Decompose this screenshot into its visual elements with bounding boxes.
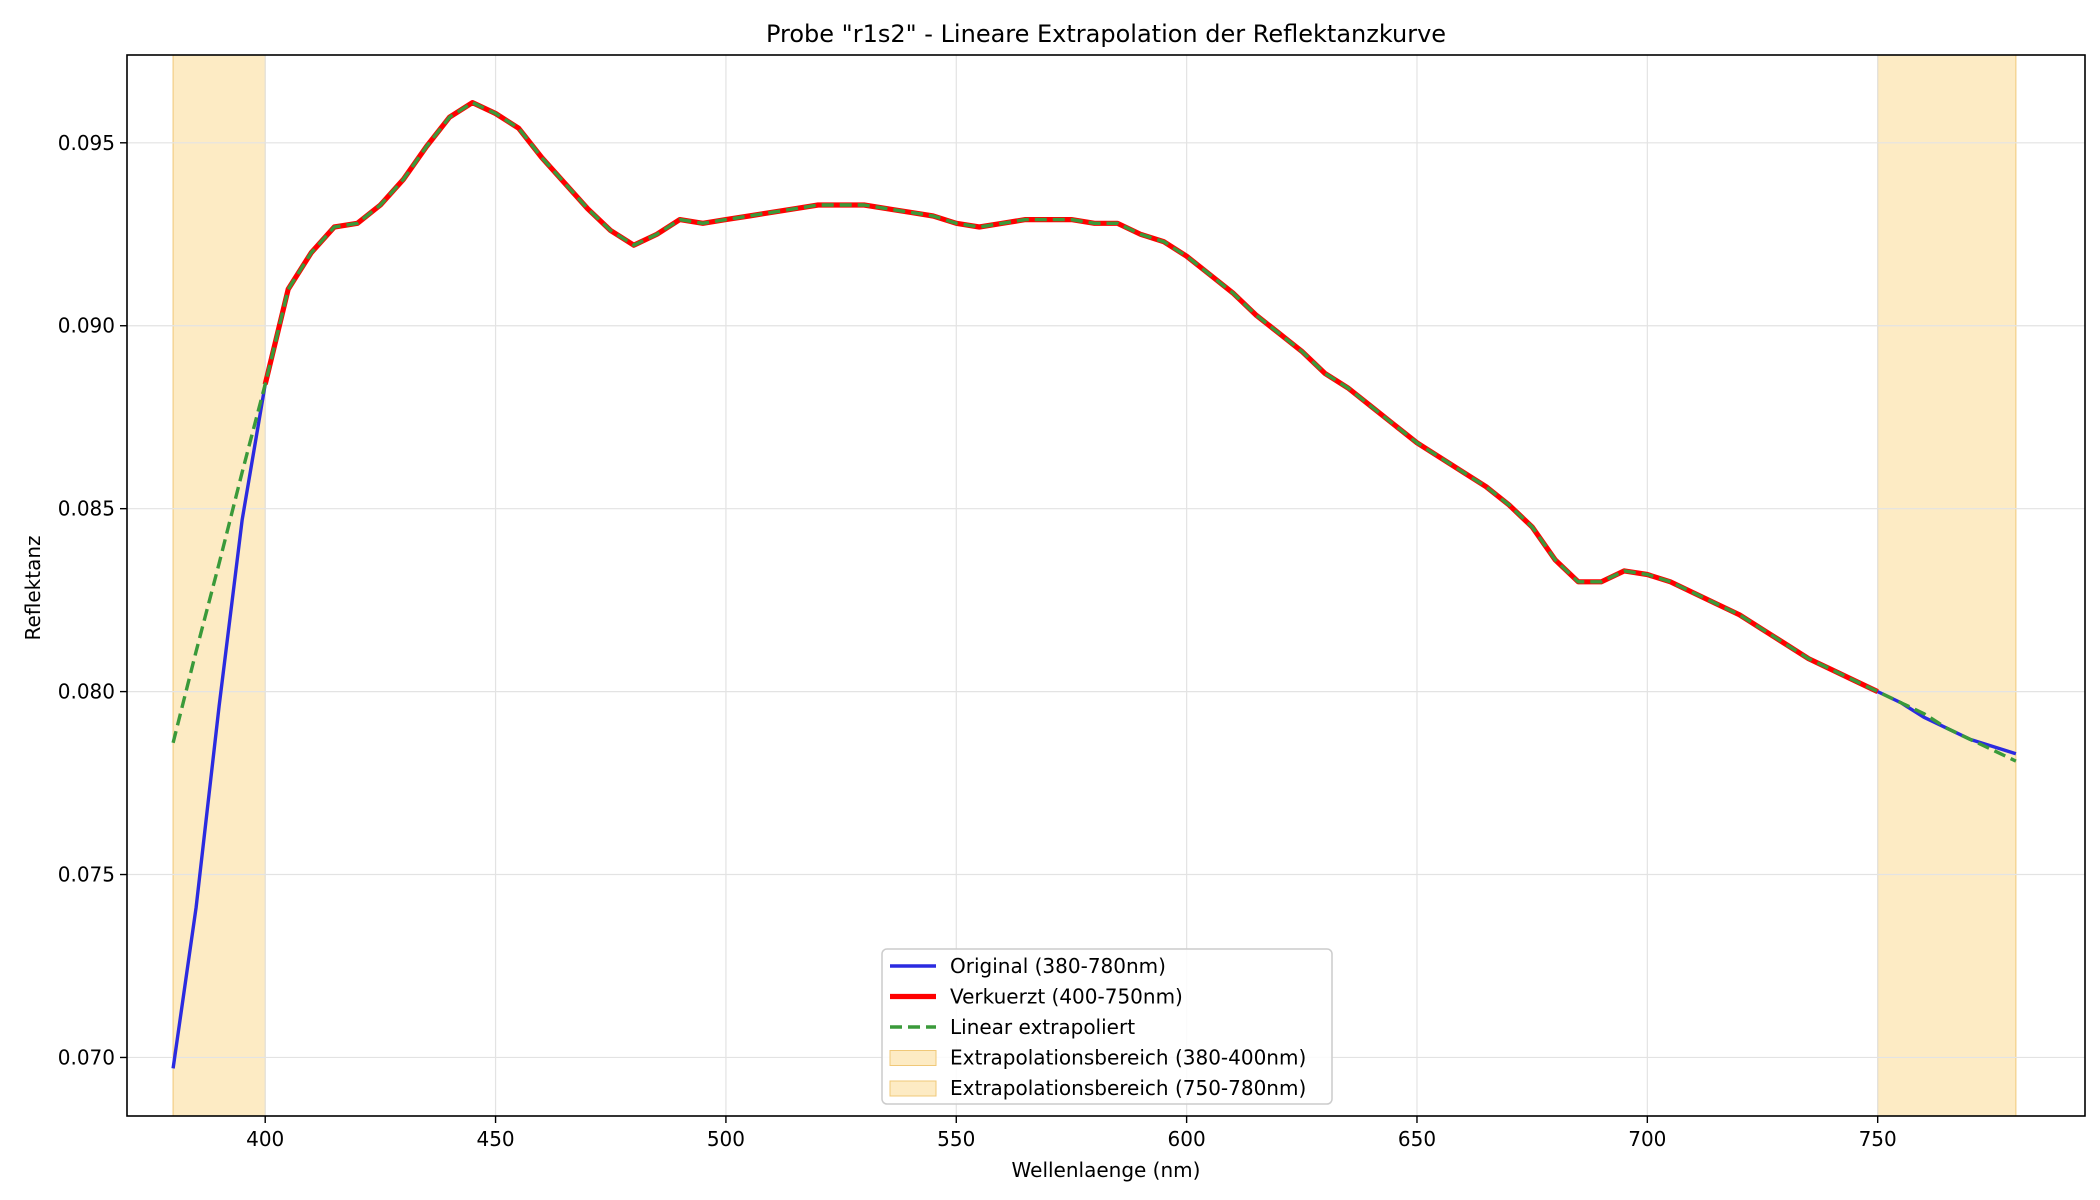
x-tick-label: 750: [1859, 1127, 1897, 1151]
x-tick-label: 600: [1168, 1127, 1206, 1151]
y-axis-ticks: 0.070 0.075 0.080 0.085 0.090 0.095: [58, 131, 127, 1069]
x-axis-ticks: 400 450 500 550 600 650 700 750: [246, 1116, 1897, 1151]
legend-label: Extrapolationsbereich (750-780nm): [950, 1076, 1306, 1100]
extrapolation-region-1: [172, 54, 266, 1117]
legend-label: Linear extrapoliert: [950, 1015, 1135, 1039]
y-tick-label: 0.095: [58, 131, 115, 155]
x-tick-label: 450: [476, 1127, 514, 1151]
x-tick-label: 550: [937, 1127, 975, 1151]
chart-title: Probe "r1s2" - Lineare Extrapolation der…: [766, 20, 1446, 48]
x-tick-label: 400: [246, 1127, 284, 1151]
legend-label: Verkuerzt (400-750nm): [950, 985, 1183, 1009]
legend-box: [881, 948, 1333, 1105]
legend-label: Original (380-780nm): [950, 954, 1166, 978]
y-tick-label: 0.070: [58, 1045, 115, 1069]
y-tick-label: 0.085: [58, 497, 115, 521]
y-tick-label: 0.090: [58, 314, 115, 338]
series-lines: [171, 99, 2017, 1069]
series-line-linear-extrapoliert: [171, 100, 2017, 763]
y-tick-label: 0.075: [58, 863, 115, 887]
y-tick-label: 0.080: [58, 680, 115, 704]
legend-swatch-region: [889, 1080, 937, 1097]
x-tick-label: 700: [1628, 1127, 1666, 1151]
x-tick-label: 650: [1398, 1127, 1436, 1151]
y-axis-label: Reflektanz: [21, 535, 45, 640]
legend: Original (380-780nm) Verkuerzt (400-750nm…: [881, 948, 1333, 1105]
plot-frame: [126, 54, 2086, 1117]
x-tick-label: 500: [707, 1127, 745, 1151]
legend-label: Extrapolationsbereich (380-400nm): [950, 1046, 1306, 1070]
legend-items: Original (380-780nm) Verkuerzt (400-750nm…: [889, 954, 1306, 1100]
x-axis-label: Wellenlaenge (nm): [1012, 1158, 1201, 1182]
legend-swatch-region: [889, 1050, 937, 1066]
shaded-regions: [172, 54, 2017, 1117]
extrapolation-region-2: [1877, 54, 2017, 1117]
